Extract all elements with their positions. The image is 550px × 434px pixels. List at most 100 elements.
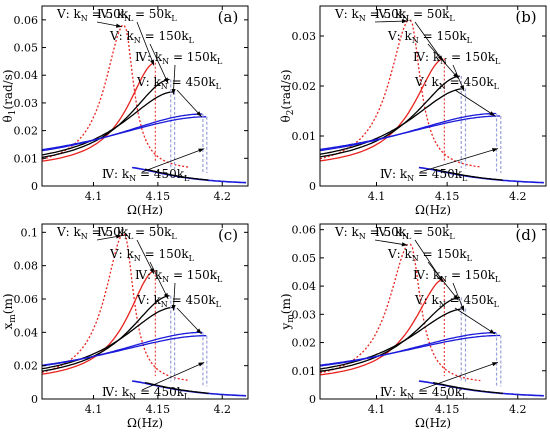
y-tick-label: 0 bbox=[31, 180, 38, 193]
annotation-label: Ⅴ: kN = 450kL bbox=[136, 75, 222, 91]
annotation-label: Ⅳ: kN = 50kL bbox=[375, 225, 455, 241]
annotation-arrow bbox=[414, 21, 444, 62]
y-axis-label: θ1(rad/s) bbox=[1, 69, 18, 122]
red-curve-iv-upper bbox=[319, 58, 444, 162]
arrow-head bbox=[150, 59, 155, 66]
y-tick-label: 0.08 bbox=[14, 260, 39, 273]
annotation-arrow bbox=[176, 89, 202, 118]
annotation-label: Ⅳ: kN = 150kL bbox=[135, 50, 223, 66]
y-tick-label: 0.01 bbox=[292, 365, 317, 378]
black-curve-v bbox=[41, 295, 170, 372]
black-curve-tail bbox=[432, 381, 503, 394]
x-tick-label: 4.15 bbox=[435, 190, 460, 203]
y-tick-label: 0.01 bbox=[292, 130, 317, 143]
annotation-arrow bbox=[454, 307, 496, 335]
y-tick-label: 0.05 bbox=[14, 42, 39, 55]
x-tick-label: 4.15 bbox=[146, 403, 171, 416]
annotation-label: Ⅴ: kN = 50kL bbox=[56, 7, 134, 23]
plot-frame bbox=[41, 5, 249, 187]
arrow-head bbox=[453, 294, 459, 301]
x-tick-label: 4.1 bbox=[85, 403, 103, 416]
y-tick-label: 0.02 bbox=[292, 337, 317, 350]
black-curve-v bbox=[319, 296, 460, 373]
x-tick-label: 4.15 bbox=[435, 403, 460, 416]
annotation-arrow bbox=[141, 361, 205, 391]
red-curve-falling bbox=[409, 19, 481, 168]
annotation-label: Ⅴ: kN = 150kL bbox=[109, 29, 195, 45]
black-curve-iv bbox=[319, 87, 465, 155]
annotation-arrow bbox=[454, 89, 496, 117]
x-tick-label: 4.2 bbox=[214, 403, 232, 416]
black-curve-v bbox=[319, 75, 460, 158]
x-axis-label: Ω(Hz) bbox=[415, 203, 451, 217]
plot-frame bbox=[41, 223, 249, 400]
arrow-head bbox=[401, 19, 408, 24]
y-tick-label: 0.03 bbox=[292, 308, 317, 321]
arrow-head bbox=[163, 293, 169, 299]
annotation-label: Ⅳ: kN = 150kL bbox=[413, 50, 501, 66]
y-tick-label: 0 bbox=[309, 180, 316, 193]
arrow-head bbox=[171, 304, 176, 311]
y-tick-label: 0.03 bbox=[14, 97, 39, 110]
x-tick-label: 4.15 bbox=[146, 190, 171, 203]
y-tick-label: 0.1 bbox=[21, 226, 39, 239]
plot-frame bbox=[319, 223, 547, 400]
y-axis-label: θ2(rad/s) bbox=[279, 69, 296, 122]
annotation-arrow bbox=[136, 239, 155, 275]
red-curve-falling bbox=[409, 243, 481, 382]
arrow-head bbox=[491, 362, 498, 367]
annotation-arrow bbox=[419, 148, 499, 173]
y-tick-label: 0.04 bbox=[14, 326, 39, 339]
panel-label: (a) bbox=[218, 8, 239, 26]
x-tick-label: 4.1 bbox=[85, 190, 103, 203]
annotation-arrow bbox=[149, 43, 169, 84]
y-tick-label: 0.02 bbox=[292, 80, 317, 93]
arrow-head bbox=[459, 85, 465, 91]
red-curve-v-upper bbox=[319, 242, 410, 374]
arrow-head bbox=[401, 242, 408, 247]
annotation-label: Ⅴ: kN = 450kL bbox=[414, 293, 500, 309]
annotation-arrow bbox=[136, 21, 155, 66]
chart-panel-4: 4.1 4.15 4.2 0 0.01 0.02 0.03 0.04 0.05 0.06 Ω(Hz)… bbox=[279, 223, 547, 430]
annotation-label: Ⅳ: kN = 450kL bbox=[102, 167, 190, 183]
arrow-head bbox=[489, 111, 496, 116]
x-tick-label: 4.2 bbox=[214, 190, 232, 203]
chart-panel-2: 4.1 4.15 4.2 0 0.01 0.02 0.03 Ω(Hz) θ2(rad/s) (b)… bbox=[279, 5, 547, 217]
arrow-head bbox=[198, 362, 205, 367]
blue-curve-iv bbox=[41, 335, 207, 366]
y-tick-label: 0.01 bbox=[14, 152, 39, 165]
annotation-arrow bbox=[427, 261, 459, 301]
y-tick-label: 0.06 bbox=[14, 293, 39, 306]
annotation-label: Ⅳ: kN = 450kL bbox=[380, 385, 468, 401]
annotation-label: Ⅳ: kN = 450kL bbox=[380, 167, 468, 183]
x-tick-label: 4.2 bbox=[509, 190, 527, 203]
black-curve-tail bbox=[144, 168, 209, 181]
annotation-arrow bbox=[149, 261, 169, 300]
y-tick-label: 0.06 bbox=[292, 224, 317, 237]
y-tick-label: 0.05 bbox=[292, 252, 317, 265]
annotation-arrow bbox=[427, 43, 459, 79]
annotation-arrow bbox=[176, 307, 202, 335]
arrow-head bbox=[115, 23, 122, 28]
x-tick-label: 4.1 bbox=[368, 403, 386, 416]
black-curve-iv bbox=[319, 308, 465, 370]
red-curve-falling bbox=[123, 25, 189, 168]
red-curve-v-upper bbox=[41, 23, 124, 160]
chart-panel-1: 4.1 4.15 4.2 0 0.01 0.02 0.03 0.04 0.05 0.06 Ω(Hz)… bbox=[1, 5, 249, 217]
panel-label: (c) bbox=[218, 226, 238, 244]
y-axis-label: ym(m) bbox=[279, 293, 296, 330]
x-axis-label: Ω(Hz) bbox=[127, 203, 163, 217]
arrow-head bbox=[489, 329, 496, 335]
annotation-label: Ⅳ: kN = 150kL bbox=[413, 268, 501, 284]
black-curve-tail bbox=[432, 168, 503, 181]
red-curve-v-upper bbox=[41, 232, 124, 373]
black-curve-tail bbox=[144, 381, 209, 394]
y-tick-label: 0.02 bbox=[14, 125, 39, 138]
arrow-head bbox=[196, 111, 202, 117]
annotation-label: Ⅴ: kN = 50kL bbox=[334, 225, 412, 241]
plot-frame bbox=[319, 5, 547, 187]
annotation-label: Ⅴ: kN = 150kL bbox=[109, 247, 195, 263]
x-axis-label: Ω(Hz) bbox=[127, 416, 163, 430]
arrow-head bbox=[491, 148, 498, 153]
red-curve-iv-upper bbox=[41, 62, 155, 162]
